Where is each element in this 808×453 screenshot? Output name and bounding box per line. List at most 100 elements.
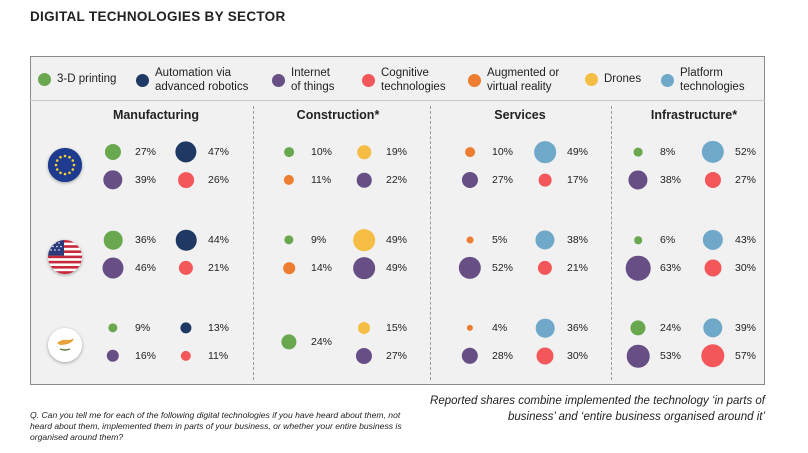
- bubble-us-platform: [535, 230, 555, 250]
- bubble-us-cognitive: [178, 260, 194, 276]
- bubble-eu-platform: [534, 141, 556, 163]
- bubble-value-label: 39%: [135, 174, 157, 186]
- legend-label-cognitive: Cognitive technologies: [381, 67, 446, 93]
- bubble-eu-printing: [104, 143, 122, 161]
- bubble-value-label: 9%: [135, 322, 151, 334]
- bubble-value-label: 10%: [311, 146, 333, 158]
- legend-item-drones: Drones: [585, 72, 641, 86]
- bubble-eu-platform: [701, 140, 725, 164]
- bubble-eu-printing: [633, 147, 643, 157]
- eu-flag-icon: [48, 148, 82, 182]
- bubble-us-printing: [103, 230, 123, 250]
- bubble-us-robotics: [175, 229, 197, 251]
- bubble-cyprus-platform: [535, 318, 555, 338]
- bubble-value-label: 11%: [311, 174, 332, 186]
- bubble-value-label: 26%: [208, 174, 230, 186]
- bubble-value-label: 36%: [135, 234, 157, 246]
- sector-heading-manufacturing: Manufacturing: [112, 108, 200, 122]
- bubble-value-label: 46%: [135, 262, 157, 274]
- bubble-value-label: 52%: [492, 262, 514, 274]
- legend-label-ar: Augmented or virtual reality: [487, 67, 560, 93]
- legend-label-iot: Internet of things: [291, 67, 335, 93]
- bubble-value-label: 36%: [567, 322, 589, 334]
- legend-divider: [30, 100, 765, 101]
- bubble-us-iot: [458, 256, 482, 280]
- bubble-value-label: 21%: [208, 262, 230, 274]
- bubble-value-label: 30%: [735, 262, 757, 274]
- bubble-us-platform: [702, 229, 724, 251]
- sector-divider: [253, 106, 254, 380]
- bubble-cyprus-robotics: [180, 322, 192, 334]
- bubble-value-label: 28%: [492, 350, 514, 362]
- bubble-value-label: 5%: [492, 234, 508, 246]
- legend-swatch-ar: [468, 73, 481, 87]
- bubble-value-label: 49%: [567, 146, 589, 158]
- bubble-eu-cognitive: [704, 171, 722, 189]
- bubble-value-label: 38%: [660, 174, 682, 186]
- bubble-value-label: 24%: [660, 322, 682, 334]
- bubble-value-label: 8%: [660, 146, 676, 158]
- bubble-cyprus-iot: [355, 347, 373, 365]
- sector-divider: [611, 106, 612, 380]
- bubble-eu-robotics: [175, 141, 197, 163]
- bubble-us-drones: [353, 229, 375, 251]
- legend-swatch-iot: [272, 73, 285, 87]
- bubble-value-label: 22%: [386, 174, 408, 186]
- bubble-eu-iot: [103, 170, 123, 190]
- bubble-cyprus-printing: [281, 334, 297, 350]
- legend-item-iot: Internet of things: [272, 66, 334, 94]
- bubble-value-label: 13%: [208, 322, 230, 334]
- bubble-cyprus-ar: [466, 324, 474, 332]
- bubble-us-iot: [353, 257, 375, 279]
- bubble-value-label: 19%: [386, 146, 408, 158]
- bubble-cyprus-printing: [630, 320, 646, 336]
- bubble-value-label: 53%: [660, 350, 682, 362]
- bubble-value-label: 30%: [567, 350, 589, 362]
- bubble-value-label: 44%: [208, 234, 230, 246]
- legend-swatch-drones: [585, 72, 598, 86]
- data-note: Reported shares combine implemented the …: [430, 395, 765, 423]
- bubble-eu-iot: [356, 172, 372, 188]
- legend-label-robotics: Automation via advanced robotics: [155, 67, 249, 93]
- legend-swatch-printing: [38, 72, 51, 86]
- bubble-value-label: 24%: [311, 336, 333, 348]
- cyprus-flag-icon: [48, 328, 82, 362]
- bubble-value-label: 49%: [386, 262, 408, 274]
- bubble-cyprus-cognitive: [180, 350, 192, 362]
- bubble-value-label: 14%: [311, 262, 333, 274]
- legend-swatch-robotics: [136, 73, 149, 87]
- bubble-cyprus-cognitive: [701, 344, 725, 368]
- bubble-value-label: 11%: [208, 350, 229, 362]
- bubble-eu-iot: [628, 170, 648, 190]
- sector-heading-infrastructure: Infrastructure*: [650, 108, 738, 122]
- bubble-value-label: 9%: [311, 234, 327, 246]
- sector-divider: [430, 106, 431, 380]
- legend-item-robotics: Automation via advanced robotics: [136, 66, 248, 94]
- bubble-us-ar: [466, 236, 474, 244]
- survey-question-note: Q. Can you tell me for each of the follo…: [30, 410, 402, 442]
- bubble-value-label: 63%: [660, 262, 682, 274]
- bubble-value-label: 49%: [386, 234, 408, 246]
- bubble-eu-printing: [284, 147, 294, 157]
- legend-item-ar: Augmented or virtual reality: [468, 66, 559, 94]
- bubble-value-label: 47%: [208, 146, 230, 158]
- legend-label-drones: Drones: [604, 73, 642, 85]
- bubble-value-label: 43%: [735, 234, 757, 246]
- legend-swatch-platform: [661, 73, 674, 87]
- bubble-eu-iot: [461, 171, 479, 189]
- bubble-us-printing: [284, 235, 294, 245]
- bubble-value-label: 15%: [386, 322, 408, 334]
- bubble-cyprus-platform: [703, 318, 723, 338]
- legend-swatch-cognitive: [362, 73, 375, 87]
- bubble-us-ar: [283, 262, 295, 274]
- bubble-value-label: 21%: [567, 262, 589, 274]
- sector-heading-services: Services: [494, 108, 546, 122]
- bubble-eu-cognitive: [178, 172, 194, 188]
- bubble-cyprus-cognitive: [536, 347, 554, 365]
- us-flag-icon: [48, 240, 82, 274]
- bubble-value-label: 27%: [135, 146, 157, 158]
- bubble-eu-ar: [283, 174, 295, 186]
- legend-item-cognitive: Cognitive technologies: [362, 66, 446, 94]
- bubble-eu-drones: [357, 145, 371, 159]
- bubble-value-label: 4%: [492, 322, 508, 334]
